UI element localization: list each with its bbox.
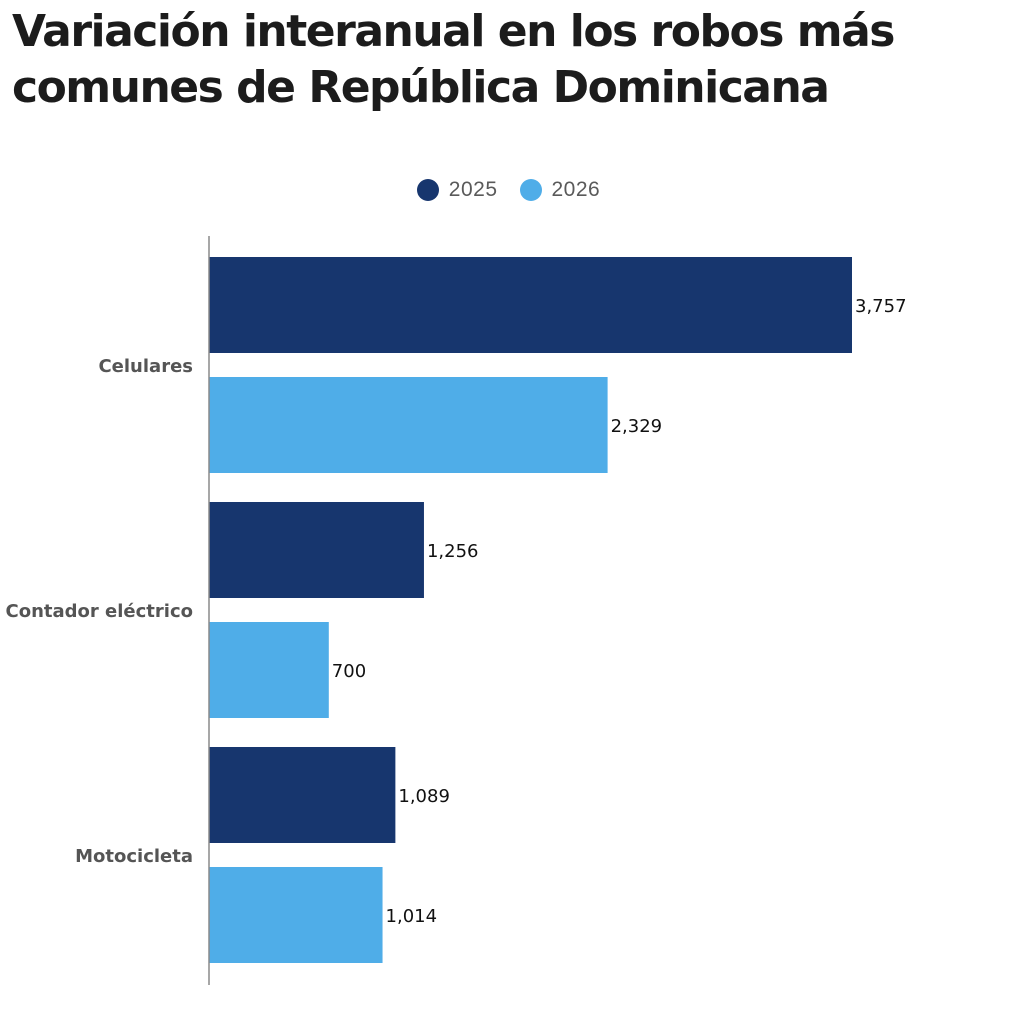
- bar-contador-electrico-2025: [209, 502, 424, 598]
- legend-item-2026[interactable]: 2026: [519, 178, 601, 202]
- legend-item-2025[interactable]: 2025: [416, 178, 498, 202]
- data-label-celulares-2026: 2,329: [611, 416, 663, 437]
- chart-legend: 2025 2026: [0, 178, 1017, 202]
- bar-contador-electrico-2026: [209, 622, 329, 718]
- data-label-motocicleta-2026: 1,014: [386, 906, 438, 927]
- data-label-celulares-2025: 3,757: [855, 296, 907, 317]
- bar-motocicleta-2026: [209, 867, 383, 963]
- legend-label-2026: 2026: [551, 178, 601, 201]
- bar-motocicleta-2025: [209, 747, 396, 843]
- category-label-contador-electrico: Contador eléctrico: [6, 601, 193, 622]
- data-label-contador-electrico-2025: 1,256: [427, 541, 479, 562]
- chart-title: Variación interanual en los robos más co…: [12, 6, 895, 113]
- legend-swatch-2025: [416, 179, 439, 201]
- legend-swatch-2026: [519, 179, 542, 201]
- category-label-motocicleta: Motocicleta: [75, 846, 193, 867]
- category-label-celulares: Celulares: [98, 356, 193, 377]
- bar-celulares-2026: [209, 377, 608, 473]
- legend-label-2025: 2025: [448, 178, 498, 201]
- bar-celulares-2025: [209, 257, 852, 353]
- data-label-contador-electrico-2026: 700: [332, 661, 366, 682]
- data-label-motocicleta-2025: 1,089: [398, 786, 450, 807]
